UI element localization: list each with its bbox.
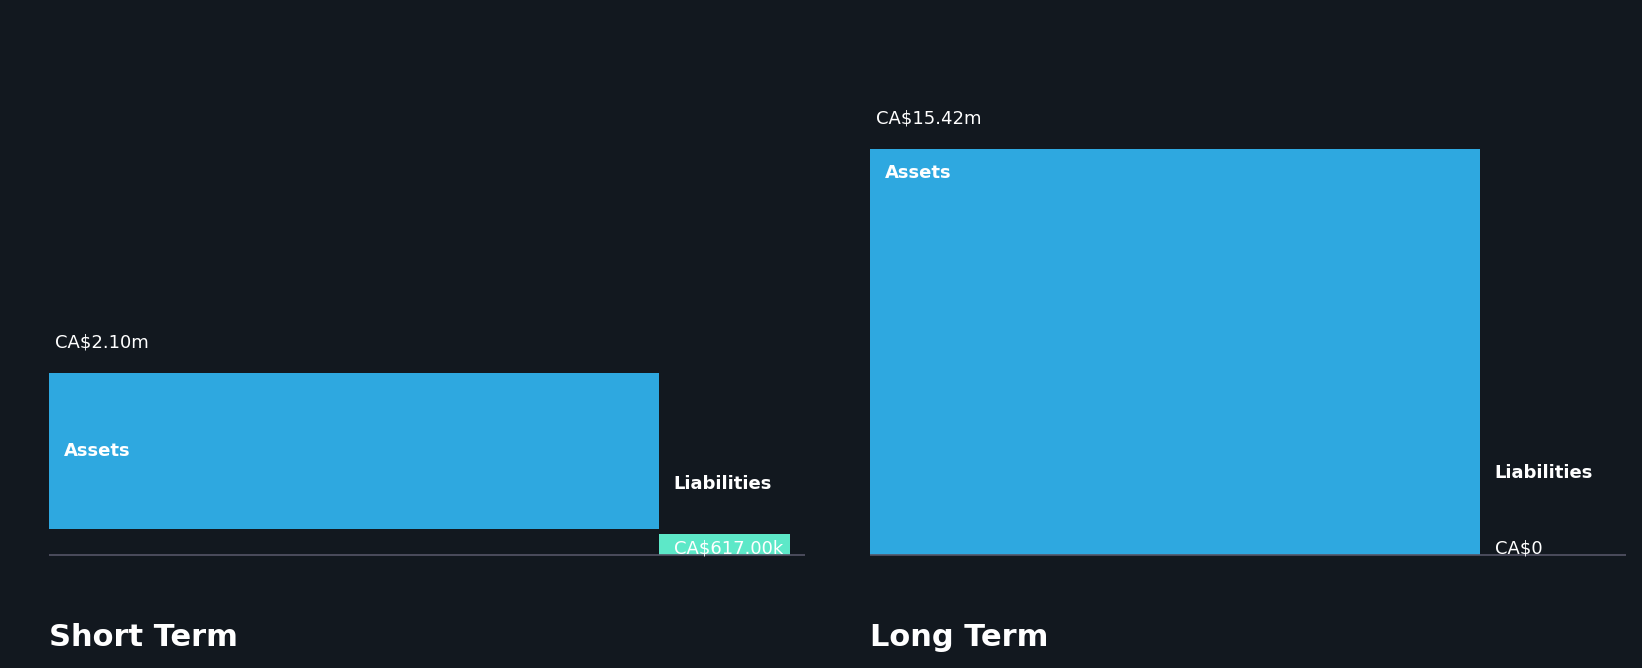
Text: Assets: Assets — [64, 442, 130, 460]
Text: Assets: Assets — [885, 164, 951, 182]
Text: CA$0: CA$0 — [1494, 540, 1542, 558]
Text: Liabilities: Liabilities — [673, 474, 772, 492]
Text: Liabilities: Liabilities — [1494, 464, 1593, 482]
Bar — [660, 534, 790, 555]
Bar — [49, 373, 660, 529]
Bar — [870, 149, 1481, 555]
Text: Short Term: Short Term — [49, 623, 238, 652]
Text: CA$2.10m: CA$2.10m — [56, 334, 149, 352]
Text: Long Term: Long Term — [870, 623, 1049, 652]
Text: CA$15.42m: CA$15.42m — [877, 110, 982, 128]
Text: CA$617.00k: CA$617.00k — [673, 540, 783, 558]
